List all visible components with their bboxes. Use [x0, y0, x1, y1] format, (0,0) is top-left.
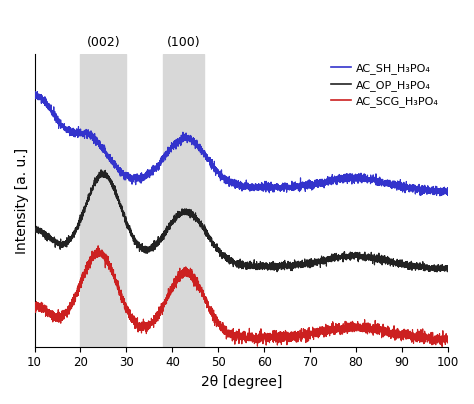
Text: (002): (002): [87, 36, 120, 48]
Bar: [163, 55, 204, 347]
Text: (100): (100): [167, 36, 201, 48]
Y-axis label: Intensity [a. u.]: Intensity [a. u.]: [15, 147, 29, 254]
Bar: [81, 55, 127, 347]
X-axis label: 2θ [degree]: 2θ [degree]: [201, 375, 282, 389]
Legend: AC_SH_H₃PO₄, AC_OP_H₃PO₄, AC_SCG_H₃PO₄: AC_SH_H₃PO₄, AC_OP_H₃PO₄, AC_SCG_H₃PO₄: [327, 60, 442, 110]
